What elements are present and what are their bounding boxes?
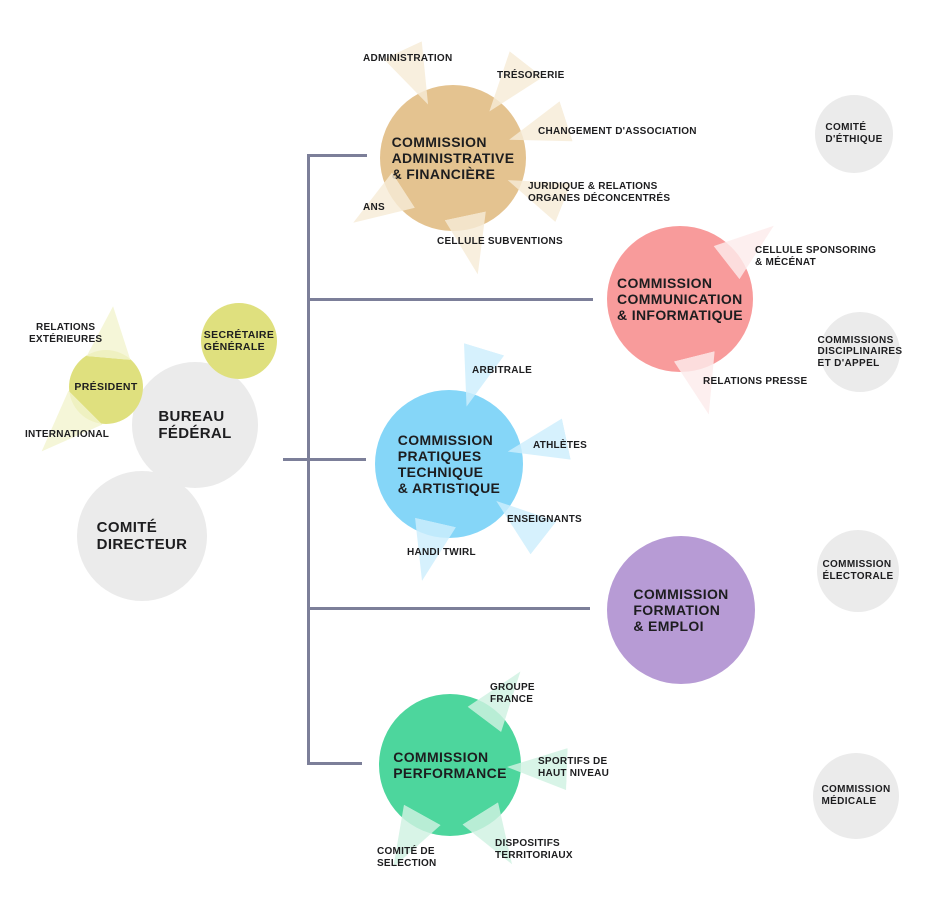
label-international: INTERNATIONAL: [25, 429, 110, 440]
label-changement-association: CHANGEMENT D'ASSOCIATION: [538, 126, 697, 137]
branch-line: [307, 154, 367, 157]
label-sportifs-haut-niveau: SPORTIFS DE HAUT NIVEAU: [538, 756, 610, 779]
branch-line: [283, 458, 366, 461]
node-label: COMMISSION COMMUNICATION & INFORMATIQUE: [617, 274, 743, 324]
label-dispositifs-territoriaux: DISPOSITIFS TERRITORIAUX: [495, 838, 573, 861]
node-label: COMITÉ DIRECTEUR: [96, 518, 188, 553]
label-enseignants: ENSEIGNANTS: [507, 514, 582, 525]
node-label: COMMISSION MÉDICALE: [821, 784, 891, 807]
label-arbitrale: ARBITRALE: [472, 365, 533, 376]
branch-line: [307, 298, 593, 301]
label-cellule-subventions: CELLULE SUBVENTIONS: [437, 236, 563, 247]
node-label: COMMISSION FORMATION & EMPLOI: [633, 585, 729, 635]
label-juridique-relations-organes-deconcentres: JURIDIQUE & RELATIONS ORGANES DÉCONCENTR…: [528, 181, 671, 204]
label-tresorerie: TRÉSORERIE: [497, 70, 565, 81]
node-commission-formation-emploi: COMMISSION FORMATION & EMPLOI: [607, 536, 755, 684]
node-label: COMMISSION ÉLECTORALE: [822, 559, 894, 582]
node-bureau-federal: BUREAU FÉDÉRAL: [132, 362, 258, 488]
node-label: COMMISSION PRATIQUES TECHNIQUE & ARTISTI…: [397, 431, 501, 497]
node-label: PRÉSIDENT: [74, 380, 138, 393]
node-label: COMMISSION PERFORMANCE: [393, 748, 507, 781]
branch-line: [307, 762, 362, 765]
label-comite-selection: COMITÉ DE SELECTION: [377, 846, 437, 869]
node-commission-pratiques-technique-artistique: COMMISSION PRATIQUES TECHNIQUE & ARTISTI…: [375, 390, 523, 538]
label-relations-exterieures: RELATIONS EXTÉRIEURES: [29, 322, 103, 345]
label-groupe-france: GROUPE FRANCE: [490, 682, 535, 705]
node-secretaire-generale: SECRÉTAIRE GÉNÉRALE: [201, 303, 277, 379]
node-commissions-disciplinaires-appel: COMMISSIONS DISCIPLINAIRES ET D'APPEL: [817, 312, 903, 392]
label-cellule-sponsoring-mecenat: CELLULE SPONSORING & MÉCÉNAT: [755, 245, 877, 268]
node-comite-directeur: COMITÉ DIRECTEUR: [77, 471, 207, 601]
node-label: SECRÉTAIRE GÉNÉRALE: [203, 328, 275, 353]
label-ans: ANS: [363, 202, 385, 213]
branch-line: [307, 607, 590, 610]
label-handi-twirl: HANDI TWIRL: [407, 547, 476, 558]
node-commission-communication-informatique: COMMISSION COMMUNICATION & INFORMATIQUE: [607, 226, 753, 372]
node-label: COMMISSION ADMINISTRATIVE & FINANCIÈRE: [391, 133, 515, 183]
node-label: COMITÉ D'ÉTHIQUE: [825, 122, 883, 145]
node-commission-electorale: COMMISSION ÉLECTORALE: [817, 530, 899, 612]
node-comite-ethique: COMITÉ D'ÉTHIQUE: [815, 95, 893, 173]
node-label: COMMISSIONS DISCIPLINAIRES ET D'APPEL: [817, 334, 903, 369]
label-relations-presse: RELATIONS PRESSE: [703, 376, 808, 387]
label-administration: ADMINISTRATION: [363, 53, 453, 64]
label-athletes: ATHLÈTES: [533, 440, 588, 451]
node-label: BUREAU FÉDÉRAL: [158, 407, 232, 442]
node-commission-medicale: COMMISSION MÉDICALE: [813, 753, 899, 839]
